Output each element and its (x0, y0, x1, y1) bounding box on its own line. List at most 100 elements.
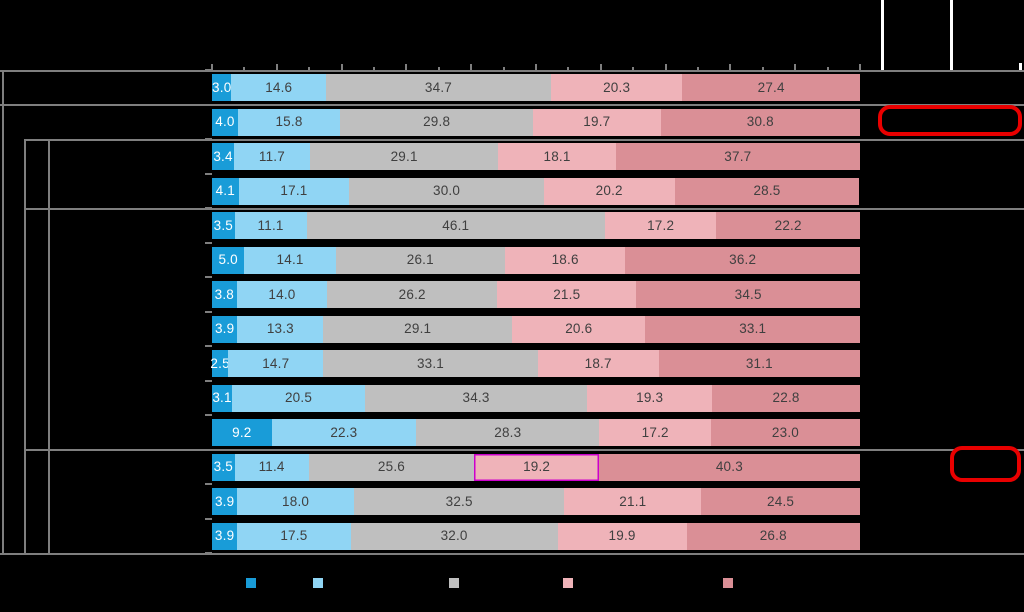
bar-segment-dark-pink[interactable]: 28.5 (674, 177, 860, 205)
bar-segment-gray[interactable]: 33.1 (323, 350, 538, 377)
bar-segment-dark-pink[interactable]: 33.1 (645, 315, 860, 343)
bar-segment-light-pink[interactable]: 21.1 (564, 488, 702, 515)
bar-segment-light-blue[interactable]: 14.6 (231, 74, 327, 101)
bar-segment-gray[interactable]: 34.3 (364, 384, 588, 412)
bar-segment-light-pink[interactable]: 19.9 (557, 522, 687, 550)
bar-segment-dark-pink[interactable]: 23.0 (710, 419, 860, 446)
bar-segment-light-blue[interactable]: 11.4 (234, 453, 309, 481)
bar-segment-gray[interactable]: 28.3 (416, 419, 600, 446)
bar-segment-dark-blue[interactable]: 4.1 (212, 177, 239, 205)
bar-segment-light-pink[interactable]: 18.1 (498, 143, 616, 170)
bar-segment-light-blue[interactable]: 15.8 (237, 108, 341, 136)
bar-segment-light-pink[interactable]: 19.3 (587, 384, 713, 412)
bar-segment-dark-pink[interactable]: 30.8 (660, 108, 860, 136)
bar-segment-light-pink[interactable]: 20.6 (512, 315, 646, 343)
bar-value-label: 30.8 (746, 114, 774, 130)
bar-segment-dark-blue[interactable]: 5.0 (212, 246, 245, 274)
bar-value-label: 36.2 (729, 252, 757, 268)
bar-segment-dark-blue[interactable]: 3.9 (212, 315, 238, 343)
bar-segment-gray[interactable]: 30.0 (349, 177, 544, 205)
legend-swatch-light-blue[interactable] (313, 578, 323, 588)
bar-segment-dark-pink[interactable]: 36.2 (625, 246, 860, 274)
bar-segment-dark-pink[interactable]: 26.8 (686, 522, 860, 550)
bar-segment-dark-blue[interactable]: 4.0 (212, 108, 238, 136)
bar-segment-gray[interactable]: 29.1 (309, 143, 499, 170)
bar-segment-gray[interactable]: 25.6 (308, 453, 475, 481)
bar-segment-dark-blue[interactable]: 3.5 (212, 453, 235, 481)
bar-segment-dark-pink[interactable]: 22.2 (716, 212, 860, 239)
table-bottom-line (0, 553, 1024, 555)
bar-segment-dark-pink[interactable]: 22.8 (712, 384, 860, 412)
bar-segment-light-pink[interactable]: 20.3 (550, 74, 683, 101)
bar-segment-gray[interactable]: 46.1 (306, 212, 605, 239)
bar-segment-gray[interactable]: 26.2 (327, 281, 498, 308)
bar-value-label: 20.5 (284, 390, 313, 406)
bar-value-label: 20.2 (595, 183, 623, 199)
bar-segment-dark-pink[interactable]: 31.1 (658, 350, 861, 377)
bar-segment-light-pink[interactable]: 18.6 (504, 246, 626, 274)
bar-value-label: 46.1 (442, 217, 470, 233)
bar-row-12: 3.5 11.4 25.6 19.2 40.3 (212, 453, 860, 481)
bar-value-label: 37.7 (724, 148, 752, 164)
legend-swatch-dark-pink[interactable] (723, 578, 733, 588)
bar-segment-light-pink[interactable]: 17.2 (599, 419, 711, 446)
bar-segment-light-pink[interactable]: 21.5 (497, 281, 637, 308)
legend-swatch-light-pink[interactable] (563, 578, 573, 588)
bar-segment-gray[interactable]: 32.5 (353, 488, 565, 515)
bar-segment-light-pink[interactable]: 20.2 (543, 177, 675, 205)
bar-segment-dark-blue[interactable]: 3.9 (212, 488, 238, 515)
bar-segment-dark-blue[interactable]: 2.5 (210, 350, 230, 377)
bar-row-4: 4.1 17.1 30.0 20.2 28.5 (212, 177, 860, 205)
bar-segment-dark-pink[interactable]: 34.5 (636, 281, 860, 308)
bar-value-label: 3.0 (212, 79, 232, 95)
bar-value-label: 11.7 (258, 148, 285, 164)
axis-top-line (0, 70, 1024, 72)
x-axis-minor-tick (826, 67, 829, 70)
bar-segment-dark-pink[interactable]: 37.7 (615, 143, 860, 170)
bar-segment-light-blue[interactable]: 14.1 (244, 246, 336, 274)
bar-value-label: 28.3 (494, 424, 522, 440)
bar-segment-dark-pink[interactable]: 24.5 (701, 488, 860, 515)
x-axis-major-tick (340, 64, 343, 70)
bar-segment-light-pink[interactable]: 19.2 (474, 453, 599, 481)
table-left-border (2, 70, 4, 555)
bar-segment-light-blue[interactable]: 17.5 (237, 522, 351, 550)
bar-segment-gray[interactable]: 29.8 (340, 108, 534, 136)
bar-value-label: 17.5 (280, 528, 308, 544)
legend-swatch-dark-blue[interactable] (246, 578, 256, 588)
y-axis-category-tick (205, 276, 212, 278)
bar-segment-gray[interactable]: 34.7 (326, 74, 551, 101)
bar-segment-dark-blue[interactable]: 3.8 (212, 281, 237, 308)
bar-value-label: 21.5 (553, 286, 581, 302)
bar-segment-gray[interactable]: 29.1 (323, 315, 512, 343)
bar-segment-light-blue[interactable]: 13.3 (237, 315, 324, 343)
x-axis-major-tick (794, 64, 797, 70)
bar-segment-dark-blue[interactable]: 3.9 (212, 522, 238, 550)
bar-segment-dark-blue[interactable]: 9.2 (212, 419, 272, 446)
bar-segment-light-blue[interactable]: 14.7 (228, 350, 324, 377)
bar-segment-gray[interactable]: 26.1 (335, 246, 505, 274)
y-axis-category-tick (205, 414, 212, 416)
bar-segment-light-blue[interactable]: 22.3 (271, 419, 417, 446)
bar-segment-light-blue[interactable]: 11.7 (234, 143, 310, 170)
bar-segment-dark-blue[interactable]: 3.5 (212, 212, 235, 239)
bar-segment-gray[interactable]: 32.0 (350, 522, 558, 550)
x-axis-major-tick (859, 64, 861, 70)
bar-segment-light-blue[interactable]: 17.1 (238, 177, 350, 205)
bar-segment-light-blue[interactable]: 11.1 (234, 212, 307, 239)
header-column-divider-3-stub (1019, 63, 1022, 70)
bar-segment-light-pink[interactable]: 17.2 (604, 212, 717, 239)
bar-segment-dark-pink[interactable]: 40.3 (598, 453, 860, 481)
bar-segment-dark-blue[interactable]: 3.4 (212, 143, 235, 170)
bar-segment-light-pink[interactable]: 19.7 (533, 108, 661, 136)
bar-segment-light-blue[interactable]: 14.0 (236, 281, 328, 308)
y-axis-category-tick (205, 448, 212, 451)
x-axis-minor-tick (308, 67, 311, 70)
bar-segment-light-pink[interactable]: 18.7 (537, 350, 659, 377)
legend-swatch-gray[interactable] (449, 578, 459, 588)
bar-segment-dark-blue[interactable]: 3.0 (212, 74, 232, 101)
bar-segment-light-blue[interactable]: 20.5 (232, 384, 365, 412)
bar-segment-dark-pink[interactable]: 27.4 (682, 74, 860, 101)
bar-segment-light-blue[interactable]: 18.0 (237, 488, 354, 515)
bar-segment-dark-blue[interactable]: 3.1 (212, 384, 233, 412)
